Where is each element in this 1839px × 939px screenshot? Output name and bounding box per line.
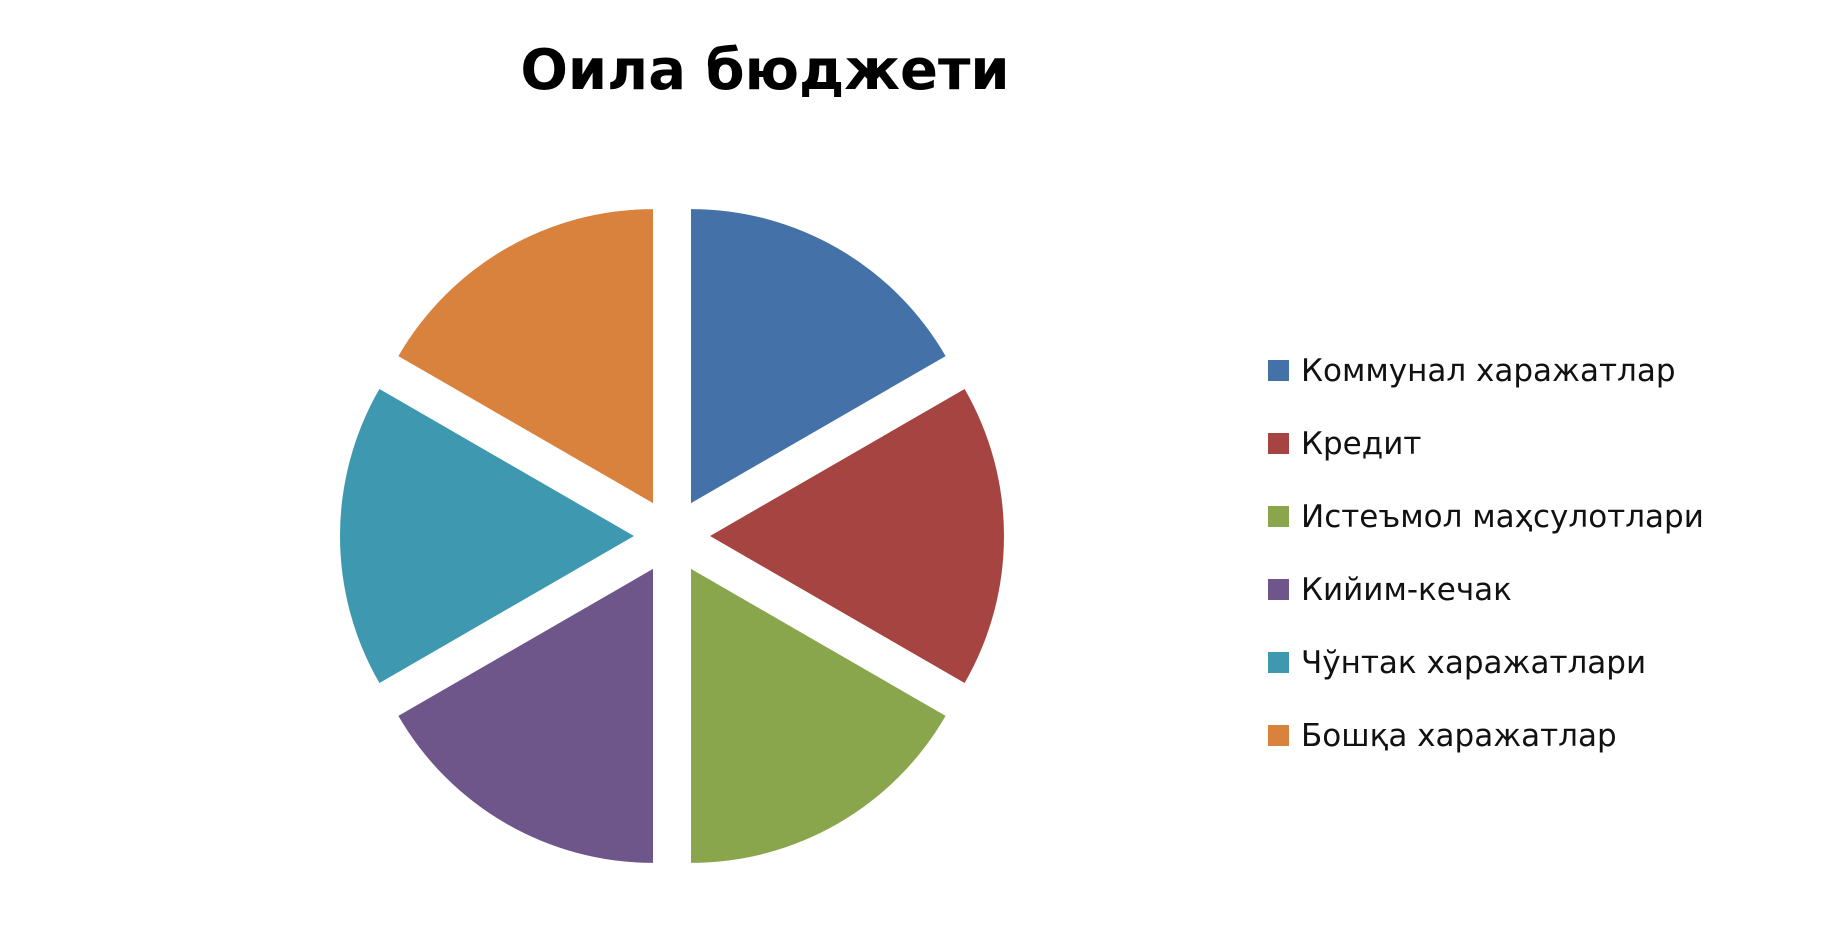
legend-swatch: [1268, 506, 1289, 527]
legend-swatch: [1268, 652, 1289, 673]
pie-slice-2: [710, 389, 1004, 683]
legend-item: Истеъмол маҳсулотлари: [1268, 480, 1828, 553]
pie-slice-4: [398, 568, 653, 863]
legend-item: Чўнтак харажатлари: [1268, 626, 1828, 699]
legend-label: Коммунал харажатлар: [1301, 352, 1676, 389]
legend-label: Бошқа харажатлар: [1301, 717, 1617, 754]
chart-legend: Коммунал харажатлар Кредит Истеъмол маҳсул…: [1268, 334, 1828, 772]
legend-swatch: [1268, 433, 1289, 454]
legend-swatch: [1268, 360, 1289, 381]
legend-label: Кийим-кечак: [1301, 571, 1512, 608]
chart-title: Оила бюджети: [520, 38, 1010, 103]
legend-item: Бошқа харажатлар: [1268, 699, 1828, 772]
legend-swatch: [1268, 579, 1289, 600]
legend-swatch: [1268, 725, 1289, 746]
pie-slice-5: [340, 389, 634, 683]
legend-label: Кредит: [1301, 425, 1422, 462]
pie-slice-6: [398, 209, 653, 504]
legend-item: Кийим-кечак: [1268, 553, 1828, 626]
legend-item: Кредит: [1268, 407, 1828, 480]
pie-slice-3: [691, 568, 946, 863]
legend-label: Чўнтак харажатлари: [1301, 644, 1647, 681]
legend-label: Истеъмол маҳсулотлари: [1301, 498, 1704, 535]
pie-slice-1: [691, 209, 946, 504]
legend-item: Коммунал харажатлар: [1268, 334, 1828, 407]
